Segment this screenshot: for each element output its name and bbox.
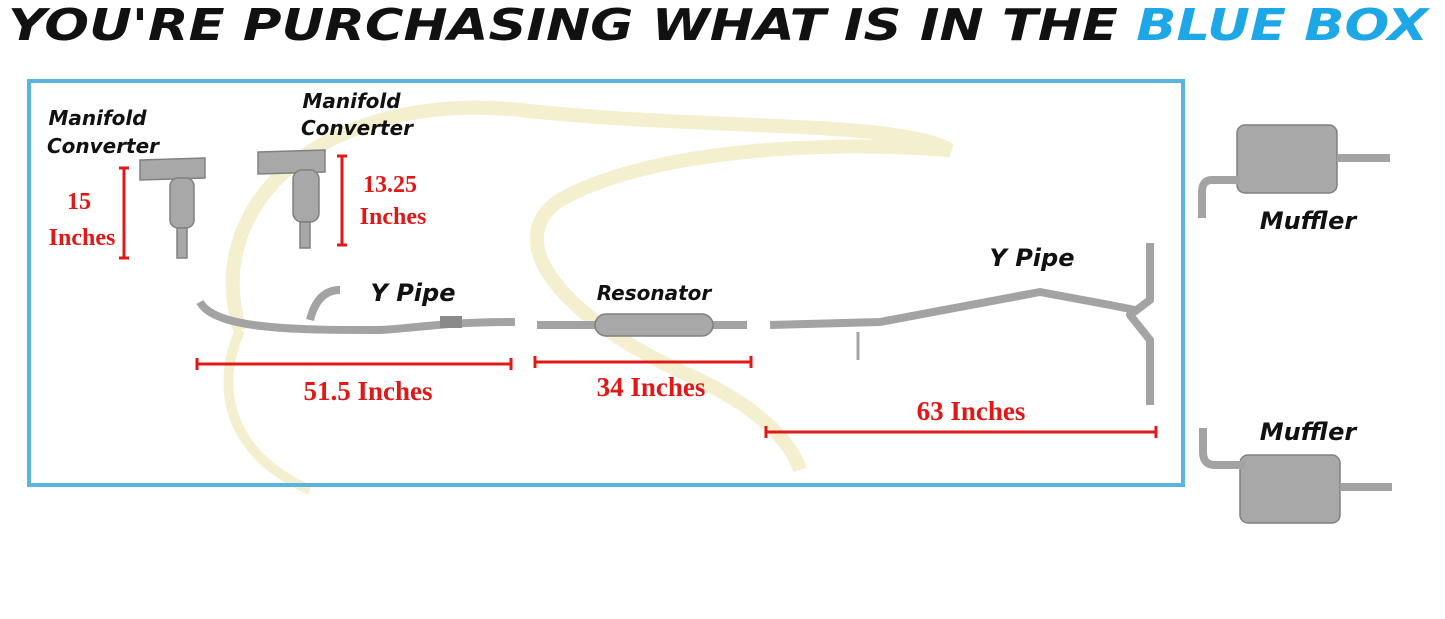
header-title: YOU'RE PURCHASING WHAT IS IN THE BLUE BO… [8,0,1430,51]
label-line: Manifold [48,106,147,130]
part-label: Manifold Converter [47,106,160,158]
y-pipe-outlets [1126,243,1154,405]
measurement-line: 13.25 [363,172,417,198]
measurement: 34 Inches [597,372,706,402]
resonator [594,313,714,337]
y-pipe-rear [769,288,1136,329]
part-label: Manifold Converter [301,89,414,140]
label-line: Converter [301,116,414,140]
part-label: Muffler [1260,207,1359,235]
part-label: Resonator [597,281,713,305]
measurement-line: 15 [67,189,91,215]
muffler-top [1198,124,1390,218]
part-label: Y Pipe [370,279,455,307]
y-pipe-branch [306,286,341,322]
part-label: Y Pipe [989,244,1074,272]
part-label: Muffler [1260,418,1359,446]
header-text: YOU'RE PURCHASING WHAT IS IN THE [8,0,1118,51]
measurement: 15 Inches [49,189,116,251]
measurement-line: Inches [49,225,116,251]
watermark [225,100,954,473]
watermark [223,328,312,495]
measurement: 51.5 Inches [303,376,432,406]
measurement: 63 Inches [917,396,1026,426]
converter-1 [139,157,206,259]
muffler-bottom [1199,428,1392,524]
measurement-line: Inches [360,204,427,230]
flex-joint [440,316,462,328]
measurement: 13.25 Inches [360,172,427,230]
converter-2 [257,149,326,249]
label-line: Manifold [302,89,401,113]
label-line: Converter [47,134,160,158]
blue-box [27,79,1185,487]
header-highlight: BLUE BOX [1136,0,1430,51]
